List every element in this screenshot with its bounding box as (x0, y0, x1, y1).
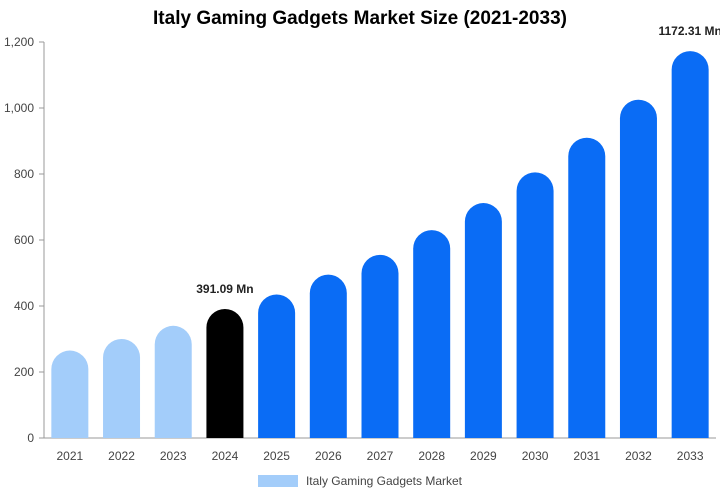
x-tick-label: 2023 (160, 449, 187, 463)
bar-2031 (568, 137, 606, 439)
bar-2023 (154, 325, 192, 438)
x-tick-label: 2028 (418, 449, 445, 463)
y-tick-label: 600 (14, 233, 34, 247)
y-tick-label: 400 (14, 299, 34, 313)
y-tick-label: 1,200 (4, 35, 34, 49)
x-tick-label: 2031 (573, 449, 600, 463)
x-tick-label: 2029 (470, 449, 497, 463)
data-labels: 391.09 Mn 1172.31 Mn (196, 24, 720, 296)
y-tick-label: 0 (27, 431, 34, 445)
bar-2028 (413, 230, 451, 438)
x-tick-label: 2022 (108, 449, 135, 463)
x-tick-label: 2025 (263, 449, 290, 463)
bar-2029 (464, 203, 502, 438)
x-tick-label: 2021 (56, 449, 83, 463)
legend-label: Italy Gaming Gadgets Market (305, 474, 463, 488)
legend-swatch (257, 475, 298, 487)
bar-2032 (619, 99, 657, 438)
y-axis: 0 200 400 600 800 1,000 1,200 (4, 35, 45, 445)
x-tick-label: 2024 (212, 449, 239, 463)
bars (51, 51, 709, 439)
bar-2024 (206, 308, 244, 438)
y-tick-label: 800 (14, 167, 34, 181)
y-tick-label: 1,000 (4, 101, 34, 115)
bar-2027 (361, 254, 399, 438)
x-tick-label: 2033 (677, 449, 704, 463)
x-tick-label: 2026 (315, 449, 342, 463)
data-label-2033: 1172.31 Mn (658, 24, 720, 38)
data-label-2024: 391.09 Mn (196, 282, 253, 296)
bar-2025 (258, 294, 296, 438)
chart-title: Italy Gaming Gadgets Market Size (2021-2… (153, 8, 567, 29)
x-tick-label: 2030 (522, 449, 549, 463)
bar-2033 (671, 51, 709, 439)
y-tick-label: 200 (14, 365, 34, 379)
bar-2022 (103, 339, 141, 438)
x-tick-label: 2027 (367, 449, 394, 463)
bar-2021 (51, 350, 89, 438)
x-axis: 2021 2022 2023 2024 2025 2026 2027 2028 2029 2030… (44, 437, 716, 463)
bar-2026 (309, 274, 347, 438)
bar-2030 (516, 172, 554, 438)
legend: Italy Gaming Gadgets Market (0, 474, 720, 488)
x-tick-label: 2032 (625, 449, 652, 463)
